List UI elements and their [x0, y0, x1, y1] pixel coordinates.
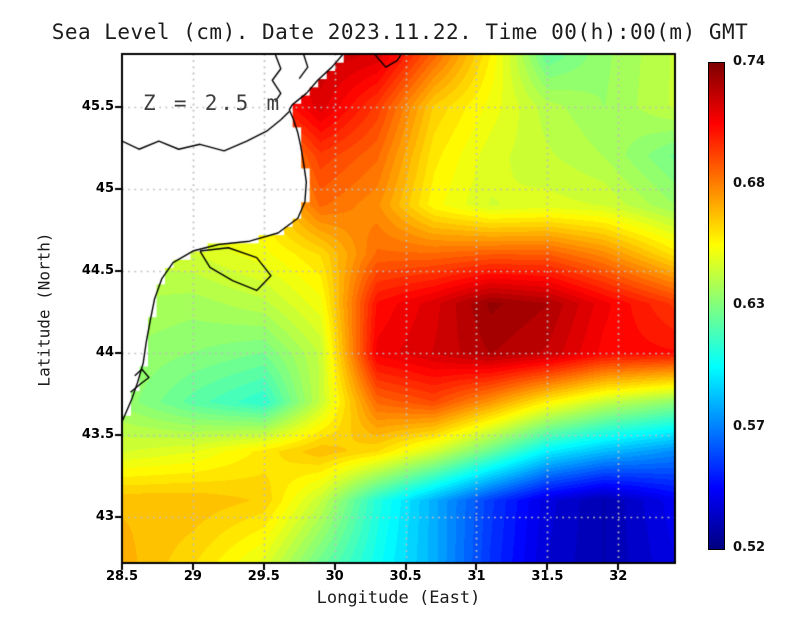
- x-tick-label: 31.5: [531, 569, 564, 584]
- x-tick-label: 32: [609, 569, 628, 584]
- colorbar-tick-label: 0.57: [733, 418, 766, 434]
- depth-annotation: Z = 2.5 m: [143, 91, 282, 115]
- colorbar-tick-label: 0.74: [733, 54, 766, 69]
- y-tick-label: 43.5: [81, 426, 114, 442]
- y-tick-label: 44: [95, 344, 114, 360]
- colorbar-tick-label: 0.52: [733, 540, 766, 555]
- y-tick-label: 44.5: [81, 262, 114, 278]
- colorbar: [708, 62, 725, 550]
- plot-title: Sea Level (cm). Date 2023.11.22. Time 00…: [51, 20, 749, 44]
- y-axis-label: Latitude (North): [34, 232, 54, 387]
- x-axis-label: Longitude (East): [316, 588, 481, 608]
- x-tick-label: 29.5: [247, 569, 280, 584]
- y-tick-label: 43: [95, 509, 114, 525]
- colorbar-tick-label: 0.68: [733, 175, 766, 191]
- y-tick-label: 45.5: [81, 98, 114, 114]
- x-tick-label: 28.5: [105, 569, 139, 584]
- x-tick-label: 30.5: [389, 569, 422, 584]
- y-tick-label: 45: [95, 180, 114, 196]
- colorbar-tick-label: 0.63: [733, 297, 766, 312]
- x-tick-label: 29: [183, 569, 202, 584]
- x-tick-label: 30: [325, 569, 344, 584]
- x-tick-label: 31: [467, 569, 486, 584]
